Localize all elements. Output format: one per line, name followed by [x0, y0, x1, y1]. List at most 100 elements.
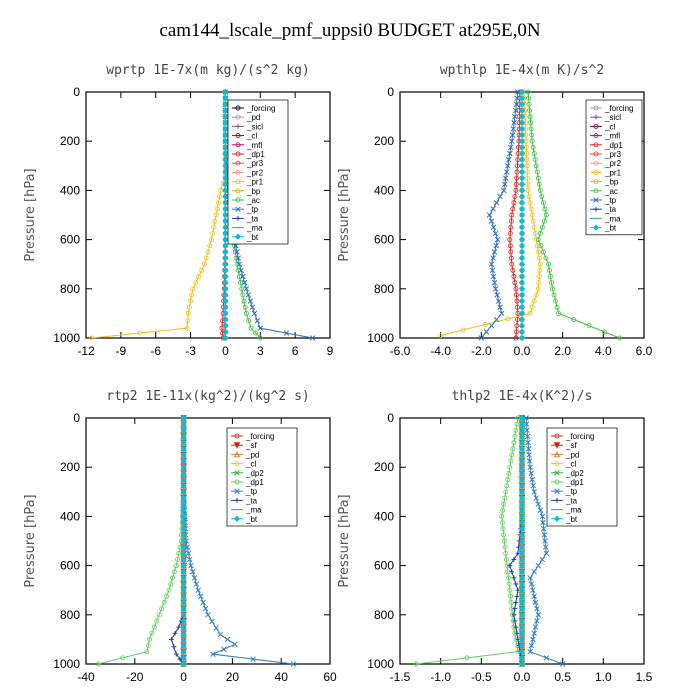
legend-marker — [234, 233, 242, 240]
data-point — [222, 230, 229, 237]
legend-marker — [593, 206, 599, 212]
data-point — [513, 335, 519, 341]
data-point — [222, 285, 229, 292]
data-point — [532, 231, 538, 236]
data-point — [513, 624, 519, 630]
y-axis-label: Pressure [hPa] — [23, 494, 38, 587]
data-point — [222, 162, 229, 169]
legend-label: _pr2 — [604, 159, 622, 168]
x-tick-label: -3 — [185, 344, 196, 358]
data-point — [185, 318, 191, 324]
data-point — [586, 323, 592, 329]
data-point — [501, 532, 507, 538]
data-point — [539, 224, 545, 230]
data-point — [518, 464, 526, 471]
data-point — [530, 482, 536, 489]
data-point — [518, 525, 526, 532]
data-point — [172, 569, 177, 575]
data-point — [240, 292, 246, 298]
data-point — [513, 187, 519, 193]
data-point — [254, 318, 261, 324]
data-point — [518, 451, 526, 459]
data-point — [507, 231, 513, 236]
legend-label: _forcing — [565, 432, 594, 441]
data-point — [205, 249, 211, 255]
data-point — [509, 261, 515, 267]
legend-marker — [593, 114, 599, 120]
data-point — [514, 630, 520, 636]
data-point — [210, 231, 216, 236]
data-point — [499, 513, 505, 519]
y-tick-label: 600 — [60, 233, 80, 247]
data-point — [518, 162, 526, 169]
data-point — [222, 248, 229, 256]
data-point — [508, 249, 514, 255]
data-point — [214, 206, 220, 212]
data-point — [539, 556, 546, 563]
data-point — [222, 150, 229, 157]
data-point — [518, 623, 526, 631]
data-point — [512, 434, 518, 439]
data-point — [488, 322, 495, 329]
data-point — [490, 224, 497, 231]
y-axis-label: Pressure [hPa] — [337, 168, 352, 261]
x-tick-label: -0.5 — [471, 670, 492, 684]
data-point — [249, 304, 256, 311]
data-point — [512, 113, 518, 120]
data-point — [173, 651, 179, 657]
data-point — [571, 317, 577, 322]
data-point — [492, 286, 499, 292]
data-point — [159, 606, 165, 612]
data-point — [483, 329, 490, 335]
data-point — [518, 544, 526, 551]
legend-label: _ma — [245, 506, 262, 515]
data-point — [149, 630, 155, 636]
legend-label: _ta — [565, 496, 578, 505]
data-point — [518, 310, 526, 317]
data-point — [508, 458, 514, 464]
data-point — [527, 200, 533, 206]
chart-panel-1: wprtp 1E-7x(m kg)/(s^2 kg) 0 200 400 600 800 1… — [23, 63, 334, 358]
data-point — [250, 656, 256, 662]
legend-marker — [235, 197, 241, 203]
data-point — [527, 114, 533, 120]
data-point — [222, 236, 229, 243]
x-tick-label: 1.0 — [595, 670, 612, 684]
data-point — [222, 144, 229, 151]
data-point — [518, 285, 526, 292]
data-point — [222, 273, 229, 280]
series-pr1 — [89, 89, 228, 341]
data-point — [531, 151, 537, 156]
data-point — [509, 132, 516, 138]
panel-title: thlp2 1E-4x(K^2)/s — [452, 389, 593, 404]
data-point — [545, 261, 551, 267]
data-point — [518, 273, 526, 280]
data-point — [188, 562, 194, 569]
x-tick-label: 4.0 — [595, 344, 612, 358]
legend-marker — [593, 133, 599, 139]
data-point — [222, 205, 229, 212]
data-point — [154, 618, 160, 624]
data-point — [518, 636, 526, 643]
y-tick-label: 0 — [73, 85, 80, 99]
data-point — [493, 316, 500, 323]
legend-label: _bp — [604, 178, 619, 187]
data-point — [506, 156, 512, 163]
legend-label: _bt — [604, 224, 617, 233]
data-point — [511, 119, 517, 126]
data-point — [518, 507, 526, 514]
legend-marker — [235, 105, 241, 111]
data-point — [488, 261, 495, 267]
data-point — [224, 636, 231, 643]
data-point — [542, 538, 548, 544]
data-point — [518, 248, 526, 256]
data-point — [518, 439, 526, 446]
data-point — [513, 329, 519, 335]
data-point — [513, 581, 519, 587]
data-point — [502, 544, 508, 550]
data-point — [525, 187, 531, 193]
legend-label: _bt — [245, 515, 258, 524]
data-point — [539, 194, 545, 199]
data-point — [526, 458, 533, 464]
data-point — [482, 322, 488, 327]
